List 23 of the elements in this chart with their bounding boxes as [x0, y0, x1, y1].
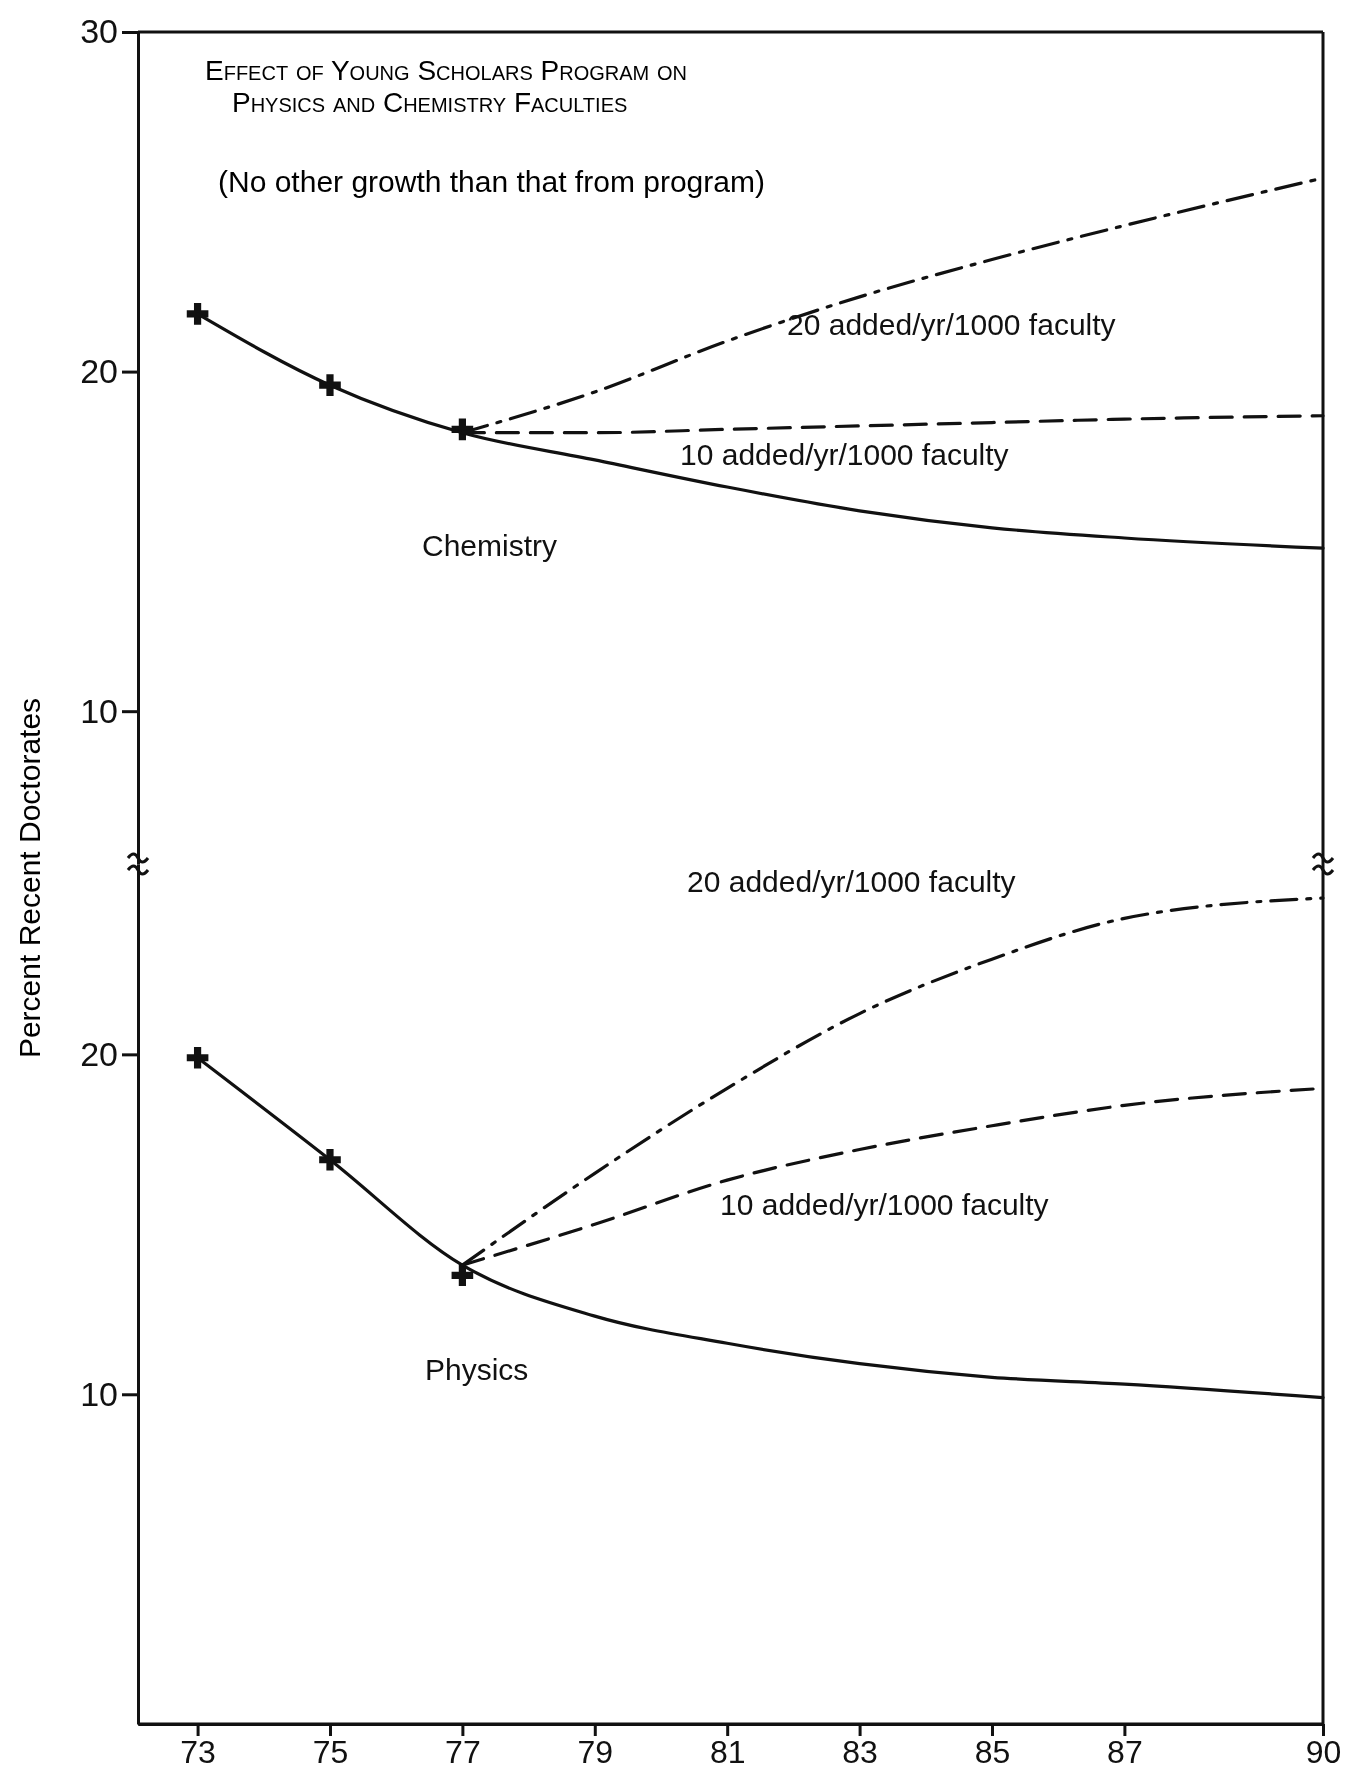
text: Chemistry: [422, 529, 558, 562]
y-tick-label: 20: [80, 351, 118, 390]
x-tick-label: 85: [974, 1733, 1011, 1770]
x-tick-label: 75: [312, 1733, 349, 1770]
x-tick-label: 83: [842, 1733, 878, 1770]
series-label: 10 added/yr/1000 faculty: [680, 438, 1009, 471]
y-axis-title: Percent Recent Doctorates: [13, 697, 46, 1059]
y-tick-label: 10: [80, 691, 118, 730]
text: (No other growth than that from program): [218, 165, 765, 198]
x-tick-label: 81: [709, 1733, 746, 1770]
x-tick-label: 87: [1107, 1733, 1143, 1770]
y-tick-label: 20: [80, 1034, 118, 1073]
series-label: Physics: [425, 1353, 529, 1386]
series-label: 20 added/yr/1000 faculty: [787, 308, 1116, 341]
y-tick-label: 30: [80, 12, 118, 51]
x-tick-label: 90: [1305, 1733, 1342, 1770]
text: Effect of Young Scholars Program on Physics and Chemistry Faculties: [205, 55, 687, 118]
x-tick-label: 77: [445, 1733, 481, 1770]
x-tick-label: 79: [577, 1733, 614, 1770]
y-tick-label: 10: [80, 1374, 118, 1413]
series-label: 20 added/yr/1000 faculty: [687, 865, 1016, 898]
x-tick-label: 73: [180, 1733, 216, 1770]
series-label: 10 added/yr/1000 faculty: [720, 1188, 1049, 1221]
